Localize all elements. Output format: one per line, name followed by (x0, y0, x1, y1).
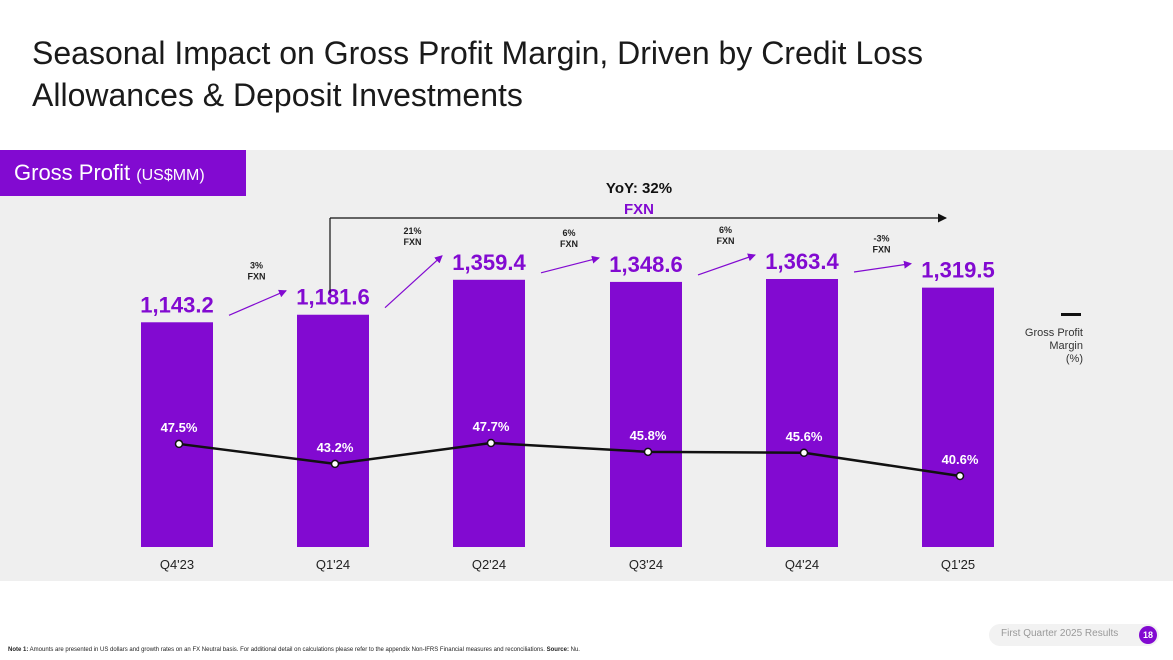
x-tick-label-5: Q1'25 (941, 557, 975, 572)
bar-value-label-3: 1,348.6 (609, 252, 682, 277)
growth-arrow-0 (228, 289, 287, 316)
gross-profit-chart: 1,143.2 Q4'23 1,181.6 Q1'24 1,359.4 Q2'24 1,34… (140, 180, 994, 572)
footnote: Note 1: Amounts are presented in US doll… (8, 647, 580, 653)
x-tick-label-2: Q2'24 (472, 557, 506, 572)
x-tick-label-0: Q4'23 (160, 557, 194, 572)
legend-line-swatch (1061, 313, 1081, 316)
bar-3 (610, 281, 682, 547)
bar-5 (922, 287, 994, 547)
growth-basis-0: FXN (248, 272, 266, 282)
section-label: Gross Profit (14, 160, 131, 185)
growth-pct-4: -3% (873, 234, 889, 244)
footer-pill (989, 624, 1159, 646)
growth-basis-4: FXN (873, 245, 891, 255)
footer-deck-title: First Quarter 2025 Results (1001, 628, 1119, 639)
growth-basis-1: FXN (404, 237, 422, 247)
margin-point-1 (330, 459, 340, 469)
margin-line (178, 441, 961, 478)
title-line-1: Seasonal Impact on Gross Profit Margin, … (32, 35, 924, 71)
bar-0 (141, 322, 213, 547)
x-tick-label-4: Q4'24 (785, 557, 819, 572)
growth-basis-3: FXN (717, 236, 735, 246)
legend-line-1: Gross Profit (1024, 327, 1083, 339)
legend-line-3: (%) (1065, 353, 1083, 365)
growth-pct-1: 21% (403, 226, 421, 236)
note-label: Note 1: (8, 647, 29, 653)
note-text: Amounts are presented in US dollars and … (28, 647, 547, 653)
bar-1 (297, 314, 369, 547)
bar-value-label-5: 1,319.5 (921, 258, 994, 283)
margin-point-3 (643, 447, 653, 457)
margin-label-2: 47.7% (473, 419, 510, 434)
legend-margin-label: Gross Profit Margin (%) (963, 327, 1083, 366)
legend-line-2: Margin (1049, 340, 1083, 352)
bar-value-label-0: 1,143.2 (140, 292, 213, 317)
bar-2 (453, 279, 525, 547)
margin-label-1: 43.2% (317, 440, 354, 455)
margin-point-5 (955, 471, 965, 481)
growth-basis-2: FXN (560, 239, 578, 249)
title-line-2: Allowances & Deposit Investments (32, 77, 523, 113)
margin-point-0 (174, 439, 184, 449)
source-label: Source: (546, 647, 569, 653)
yoy-basis: FXN (624, 201, 654, 218)
growth-arrow-4 (853, 260, 912, 273)
growth-arrow-2 (540, 255, 600, 274)
margin-label-3: 45.8% (630, 428, 667, 443)
source-text: Nu. (568, 647, 580, 653)
margin-label-5: 40.6% (942, 452, 979, 467)
yoy-label: YoY: 32% (606, 180, 672, 197)
growth-pct-2: 6% (562, 228, 575, 238)
page-number: 18 (1139, 626, 1157, 644)
bar-value-label-4: 1,363.4 (765, 249, 839, 274)
growth-arrow-1 (384, 255, 443, 309)
bar-value-label-2: 1,359.4 (452, 250, 526, 275)
bar-value-label-1: 1,181.6 (296, 285, 369, 310)
section-unit: (US$MM) (136, 167, 205, 184)
section-tag: Gross Profit (US$MM) (0, 150, 246, 196)
margin-label-4: 45.6% (786, 429, 823, 444)
x-tick-label-3: Q3'24 (629, 557, 663, 572)
growth-arrow-3 (697, 253, 756, 276)
margin-point-4 (799, 448, 809, 458)
x-tick-label-1: Q1'24 (316, 557, 350, 572)
growth-pct-3: 6% (719, 225, 732, 235)
bar-4 (766, 279, 838, 547)
page-title: Seasonal Impact on Gross Profit Margin, … (32, 32, 1132, 116)
margin-label-0: 47.5% (161, 420, 198, 435)
growth-pct-0: 3% (250, 261, 263, 271)
margin-point-2 (486, 438, 496, 448)
